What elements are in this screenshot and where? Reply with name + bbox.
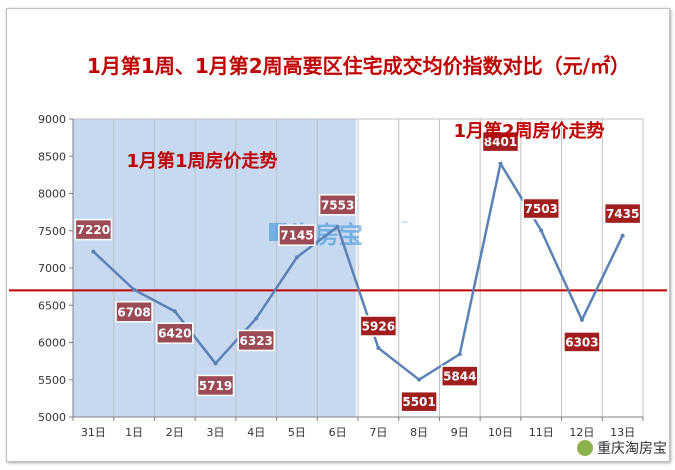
x-tick-label: 2日 [166,426,184,439]
x-tick-label: 10日 [488,426,513,439]
x-tick-label: 4日 [247,426,265,439]
data-label: 6323 [240,334,273,348]
data-point [539,228,544,233]
chart-title: 1月第1周、1月第2周高要区住宅成交均价指数对比（元/㎡） [87,54,630,78]
x-tick-label: 8日 [410,426,428,439]
data-label-box [359,315,398,337]
data-label-box [603,202,642,225]
data-point [213,361,218,366]
data-label: 7145 [280,229,313,243]
data-labels: 7220 6708 6420 5719 6323 7145 7553 5926 5501 5844… [74,130,642,413]
y-tick-label: 7000 [38,262,66,275]
x-tick-label: 11日 [529,426,554,439]
data-point [254,316,259,321]
data-label: 6708 [117,305,150,319]
data-label-box [481,130,520,153]
data-point [132,287,137,292]
y-tick-label: 7500 [38,225,66,238]
data-label-box [156,322,194,344]
data-label-box [115,301,153,323]
data-label: 7435 [606,207,639,221]
data-label-box [441,365,479,387]
y-tick-label: 9000 [38,113,66,126]
data-point [579,317,584,322]
data-point [376,346,381,351]
data-label: 8401 [484,135,517,149]
data-label-box [74,218,113,241]
data-label-box [522,197,560,220]
x-tick-label: 1日 [125,426,143,439]
x-tick-label: 12日 [569,426,594,439]
data-label: 5501 [402,395,435,409]
x-tick-label: 3日 [207,426,225,439]
axes: 5000 5500 6000 6500 7000 7500 8000 8500 9000 31日 1… [38,113,644,439]
watermark-tm: ™ [401,220,409,229]
y-tick-label: 5000 [38,411,66,424]
data-label-box [278,224,316,246]
x-tick-label: 13日 [610,426,635,439]
y-tick-label: 5500 [38,374,66,387]
data-label: 5844 [443,370,476,384]
y-tick-label: 6500 [38,299,66,312]
data-point [172,309,177,314]
y-tick-label: 8500 [38,150,66,163]
x-tick-label: 7日 [369,426,387,439]
period-label-week1: 1月第1周房价走势 [126,150,277,172]
period-label-week2: 1月第2周房价走势 [453,120,604,142]
data-label-box [400,390,438,413]
period-highlight [73,119,356,417]
x-tick-label: 5日 [288,426,306,439]
period-labels: 1月第1周房价走势 1月第2周房价走势 [126,120,604,172]
plot-area [73,119,356,417]
line-chart: 1月第1周、1月第2周高要区住宅成交均价指数对比（元/㎡） 5000 5500 60… [9,54,667,439]
x-tick-label: 6日 [329,426,347,439]
data-point [417,377,422,382]
x-tick-label: 9日 [451,426,469,439]
wechat-logo-icon [577,440,593,456]
data-label: 7503 [525,202,558,216]
data-label-box [196,374,235,397]
data-point [620,233,625,238]
footer-logo: 重庆淘房宝 [577,438,667,458]
data-point [498,161,503,166]
data-label-box [563,331,601,353]
data-label: 5926 [362,320,395,334]
data-label: 7553 [321,198,354,212]
series-line [91,161,625,382]
y-tick-label: 8000 [38,188,66,201]
data-point [294,255,299,260]
data-point [335,224,340,229]
data-label-box [237,329,275,352]
data-label: 7220 [77,223,110,237]
data-label: 6303 [565,335,598,349]
data-label: 6420 [158,327,191,341]
data-label: 5719 [199,379,232,393]
data-point [457,352,462,357]
footer-logo-text: 重庆淘房宝 [597,441,667,457]
y-tick-label: 6000 [38,337,66,350]
chart-frame: 1月第1周、1月第2周高要区住宅成交均价指数对比（元/㎡） 5000 5500 60… [6,8,670,462]
data-label-box [318,194,357,216]
series-polyline [92,162,624,381]
data-point [91,249,96,254]
x-tick-label: 31日 [81,426,106,439]
